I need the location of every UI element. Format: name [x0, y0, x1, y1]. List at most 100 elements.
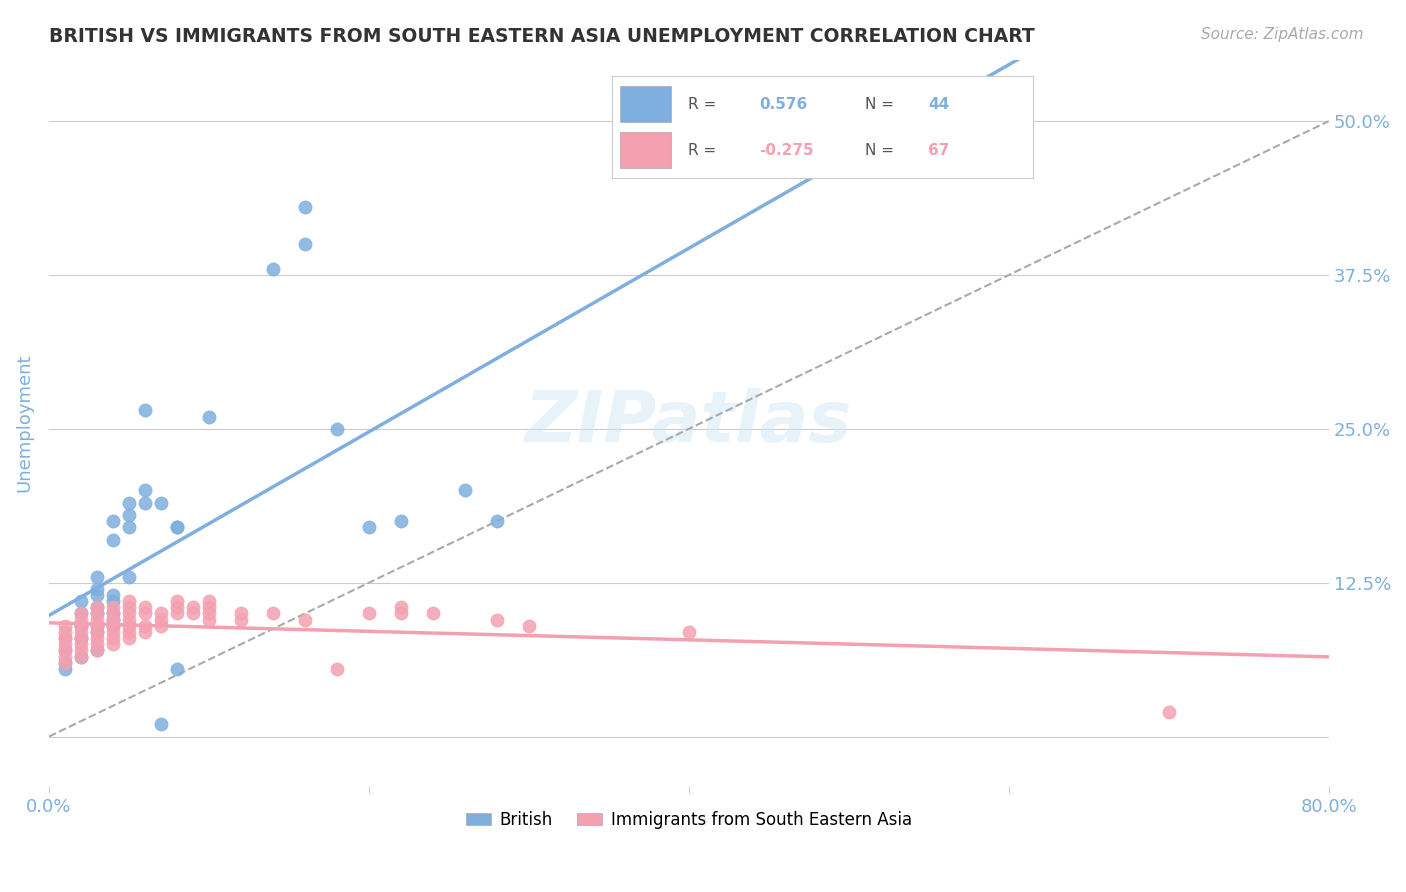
Point: [86, 588, 108, 602]
Point: [53, 637, 76, 651]
Point: [166, 600, 188, 615]
Point: [118, 607, 141, 621]
Point: [86, 600, 108, 615]
Text: Source: ZipAtlas.com: Source: ZipAtlas.com: [1201, 27, 1364, 42]
Point: [70, 637, 93, 651]
Point: [326, 662, 349, 676]
Point: [118, 508, 141, 522]
Text: N =: N =: [865, 143, 898, 158]
Point: [134, 607, 156, 621]
Point: [101, 607, 124, 621]
Point: [53, 624, 76, 639]
Point: [70, 631, 93, 645]
Point: [53, 649, 76, 664]
Point: [70, 649, 93, 664]
Point: [517, 619, 540, 633]
Point: [86, 613, 108, 627]
Point: [678, 624, 700, 639]
Point: [86, 619, 108, 633]
Text: 67: 67: [928, 143, 949, 158]
Point: [53, 631, 76, 645]
Point: [181, 607, 204, 621]
Text: N =: N =: [865, 96, 898, 112]
Point: [389, 514, 412, 528]
Point: [118, 631, 141, 645]
Point: [198, 613, 221, 627]
Point: [134, 600, 156, 615]
Point: [70, 607, 93, 621]
Point: [101, 533, 124, 547]
Point: [262, 261, 284, 276]
Point: [70, 631, 93, 645]
Y-axis label: Unemployment: Unemployment: [15, 353, 32, 492]
Point: [294, 200, 316, 214]
Point: [86, 607, 108, 621]
Point: [53, 656, 76, 670]
Point: [101, 607, 124, 621]
Text: 44: 44: [928, 96, 949, 112]
Point: [294, 613, 316, 627]
Point: [149, 619, 172, 633]
FancyBboxPatch shape: [620, 87, 671, 122]
Point: [357, 607, 380, 621]
Point: [53, 619, 76, 633]
Point: [294, 237, 316, 252]
Point: [357, 520, 380, 534]
Point: [181, 600, 204, 615]
Point: [86, 631, 108, 645]
Point: [53, 631, 76, 645]
Point: [70, 619, 93, 633]
Point: [70, 649, 93, 664]
FancyBboxPatch shape: [620, 132, 671, 168]
Point: [70, 613, 93, 627]
Text: R =: R =: [688, 143, 721, 158]
Point: [101, 514, 124, 528]
Point: [86, 643, 108, 657]
Point: [134, 403, 156, 417]
Point: [166, 594, 188, 608]
Point: [454, 483, 477, 498]
Point: [166, 520, 188, 534]
Point: [422, 607, 444, 621]
Point: [101, 624, 124, 639]
Point: [389, 607, 412, 621]
Point: [389, 600, 412, 615]
Point: [101, 594, 124, 608]
Point: [101, 600, 124, 615]
Point: [53, 662, 76, 676]
Text: -0.275: -0.275: [759, 143, 814, 158]
Point: [101, 619, 124, 633]
Text: BRITISH VS IMMIGRANTS FROM SOUTH EASTERN ASIA UNEMPLOYMENT CORRELATION CHART: BRITISH VS IMMIGRANTS FROM SOUTH EASTERN…: [49, 27, 1035, 45]
Point: [118, 613, 141, 627]
Point: [118, 496, 141, 510]
Point: [326, 422, 349, 436]
Point: [118, 619, 141, 633]
Point: [166, 520, 188, 534]
Point: [101, 588, 124, 602]
Point: [118, 600, 141, 615]
Point: [70, 619, 93, 633]
Point: [262, 607, 284, 621]
Legend: British, Immigrants from South Eastern Asia: British, Immigrants from South Eastern A…: [460, 805, 918, 836]
Point: [149, 613, 172, 627]
Point: [53, 643, 76, 657]
Point: [118, 624, 141, 639]
Point: [118, 520, 141, 534]
Point: [198, 600, 221, 615]
Point: [166, 662, 188, 676]
Point: [198, 409, 221, 424]
Point: [86, 607, 108, 621]
Point: [70, 594, 93, 608]
Point: [149, 496, 172, 510]
Point: [70, 607, 93, 621]
Text: ZIPatlas: ZIPatlas: [526, 388, 852, 458]
Point: [118, 594, 141, 608]
Point: [149, 607, 172, 621]
Point: [70, 624, 93, 639]
Point: [198, 594, 221, 608]
Point: [101, 619, 124, 633]
Point: [86, 569, 108, 583]
Point: [166, 607, 188, 621]
Point: [101, 613, 124, 627]
Point: [86, 600, 108, 615]
